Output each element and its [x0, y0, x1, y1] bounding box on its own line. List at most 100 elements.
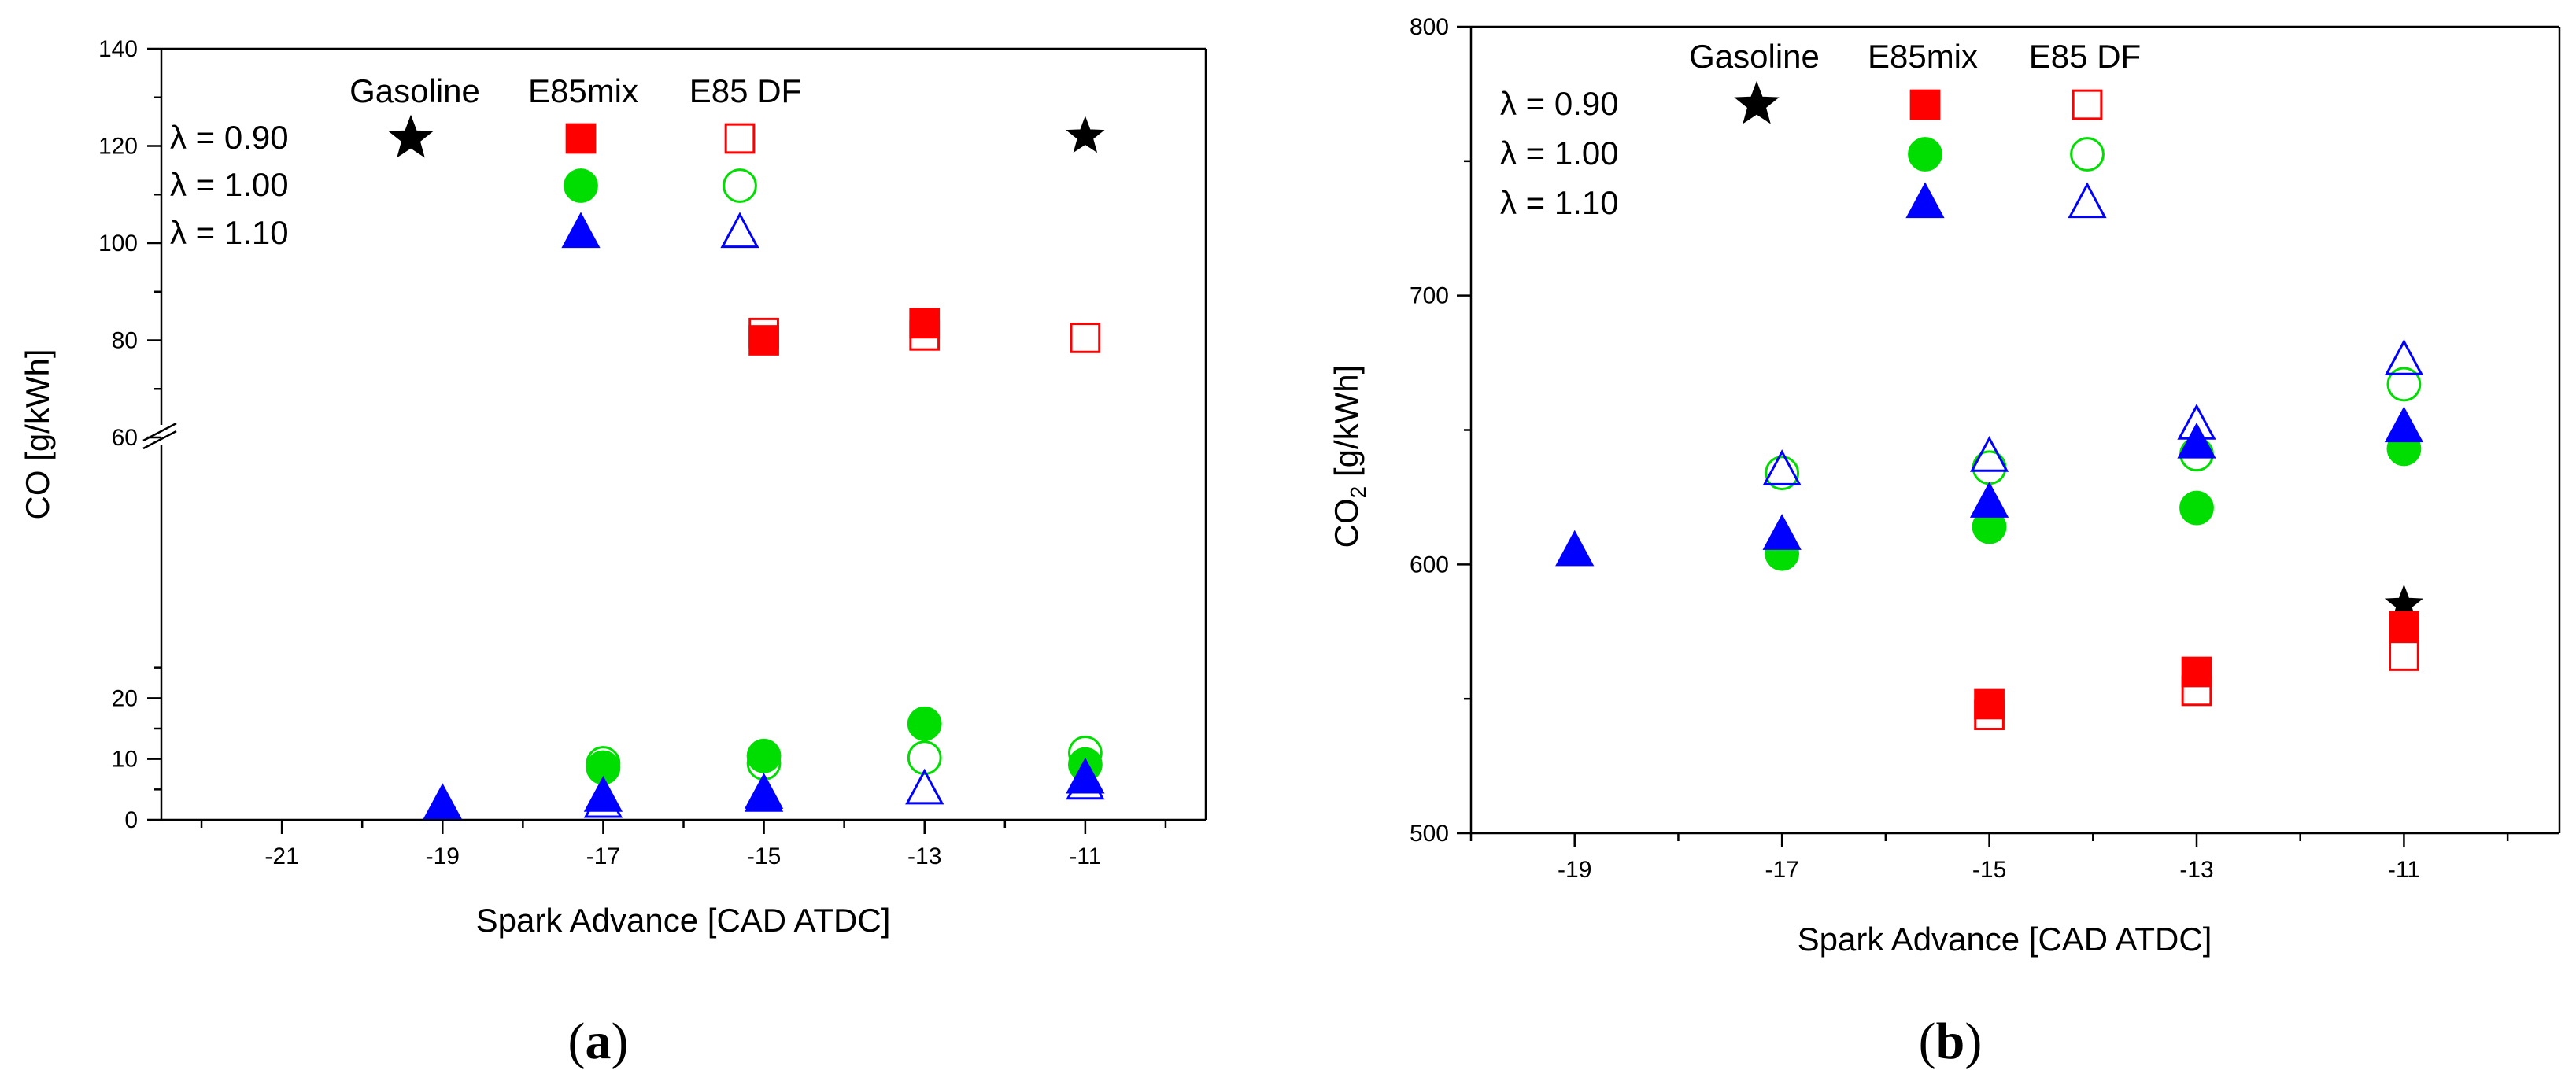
legend-marker-e85df-circle — [723, 168, 757, 203]
legend-marker-e85mix-circle — [564, 168, 598, 203]
legend-row-lambda-110: λ = 1.10 — [1500, 184, 1619, 221]
point-e85mix-lambda-0-90 — [2389, 611, 2419, 642]
legend-marker-e85mix-triangle — [561, 212, 601, 249]
legend-row-lambda-090: λ = 0.90 — [170, 119, 289, 156]
y-axis-label: CO2 [g/kWh] — [1328, 365, 1370, 548]
point-gasoline — [1066, 116, 1105, 153]
y-ticks: 0 10 20 60 80 100 120 140 — [98, 36, 161, 833]
x-ticks: -19 -17 -15 -13 -11 — [1469, 833, 2509, 883]
legend-marker-e85df-triangle — [2068, 182, 2107, 219]
x-tick-label: -19 — [426, 843, 460, 869]
point-e85mix-lambda-1-10 — [744, 775, 784, 812]
point-e85mix-lambda-1-10 — [1969, 482, 2009, 518]
legend-marker-e85mix-triangle — [1905, 182, 1945, 219]
x-tick-label: -17 — [586, 843, 620, 869]
y-tick-label: 500 — [1410, 821, 1449, 847]
x-tick-label: -19 — [1558, 857, 1591, 883]
y-tick-label: 600 — [1410, 552, 1449, 578]
legend-col-e85mix: E85mix — [528, 72, 638, 109]
legend: Gasoline E85mix E85 DF λ = 0.90 λ = 1.00… — [170, 72, 801, 251]
x-tick-label: -17 — [1765, 857, 1798, 883]
x-axis-label: Spark Advance [CAD ATDC] — [476, 902, 891, 939]
point-e85mix-lambda-1-00 — [746, 738, 782, 773]
y-tick-label: 80 — [112, 328, 138, 354]
point-e85mix-lambda-1-00 — [2179, 490, 2214, 526]
axis-break-marks — [142, 422, 181, 450]
y-axis-label: CO [g/kWh] — [19, 349, 56, 519]
point-e85-df-lambda-0-90 — [1974, 699, 2005, 731]
x-tick-label: -11 — [1069, 843, 1101, 869]
legend-marker-e85df-square — [2072, 89, 2103, 120]
chart-panel-b: 500 600 700 800 -19 -17 -15 -13 -11 Spark Advan… — [1328, 14, 2561, 1070]
legend-row-lambda-100: λ = 1.00 — [1500, 135, 1619, 172]
point-e85mix-lambda-0-90 — [748, 325, 779, 356]
point-e85-df-lambda-1-10 — [1066, 763, 1105, 800]
y-ticks: 500 600 700 800 — [1410, 14, 1471, 847]
y-tick-label: 0 — [124, 807, 138, 833]
point-e85-df-lambda-0-90 — [909, 319, 941, 351]
panel-label-b: (b) — [1919, 1013, 1983, 1070]
y-tick-label: 20 — [112, 685, 138, 711]
point-e85mix-lambda-1-00 — [907, 706, 942, 741]
legend-marker-e85mix-circle — [1908, 137, 1942, 172]
point-e85-df-lambda-0-90 — [1070, 323, 1101, 353]
x-tick-label: -13 — [2179, 857, 2213, 883]
point-e85-df-lambda-0-90 — [2389, 640, 2419, 671]
point-e85-df-lambda-1-00 — [1972, 450, 2007, 485]
y-tick-label: 140 — [98, 36, 138, 62]
point-e85-df-lambda-0-90 — [2181, 675, 2212, 707]
legend-col-gasoline: Gasoline — [349, 72, 480, 109]
y-tick-label: 10 — [112, 747, 138, 773]
x-tick-label: -15 — [1972, 857, 2006, 883]
x-tick-label: -21 — [264, 843, 298, 869]
legend-col-e85df: E85 DF — [689, 72, 801, 109]
legend-row-lambda-100: λ = 1.00 — [170, 166, 289, 203]
x-tick-label: -13 — [907, 843, 941, 869]
point-e85-df-lambda-0-90 — [748, 317, 779, 349]
y-tick-label: 120 — [98, 134, 138, 160]
legend-col-e85df: E85 DF — [2029, 38, 2141, 75]
legend-marker-e85df-triangle — [720, 212, 759, 249]
y-tick-label: 800 — [1410, 14, 1449, 40]
legend: Gasoline E85mix E85 DF λ = 0.90 λ = 1.00… — [1500, 38, 2141, 221]
y-tick-label: 100 — [98, 231, 138, 257]
point-e85-df-lambda-1-00 — [2386, 367, 2422, 402]
point-e85-df-lambda-1-10 — [2177, 404, 2216, 440]
point-e85-df-lambda-1-10 — [1762, 449, 1802, 485]
x-tick-label: -15 — [747, 843, 781, 869]
legend-marker-e85df-circle — [2070, 137, 2105, 172]
point-e85mix-lambda-1-10 — [1555, 530, 1595, 567]
point-e85mix-lambda-1-10 — [423, 783, 462, 819]
legend-col-e85mix: E85mix — [1868, 38, 1978, 75]
legend-marker-gasoline — [388, 114, 434, 158]
panel-label-a: (a) — [568, 1013, 629, 1070]
point-e85-df-lambda-1-10 — [583, 781, 623, 818]
point-e85-df-lambda-1-10 — [744, 773, 784, 809]
point-e85-df-lambda-1-00 — [1765, 456, 1800, 491]
point-e85mix-lambda-1-10 — [1762, 514, 1802, 550]
legend-marker-e85df-square — [724, 123, 756, 154]
y-tick-label: 700 — [1410, 283, 1449, 309]
x-axis-label: Spark Advance [CAD ATDC] — [1798, 921, 2212, 958]
legend-row-lambda-110: λ = 1.10 — [170, 214, 289, 251]
point-e85mix-lambda-0-90 — [1974, 688, 2005, 720]
legend-row-lambda-090: λ = 0.90 — [1500, 85, 1619, 122]
point-e85mix-lambda-0-90 — [909, 308, 941, 339]
y-tick-label: 60 — [112, 425, 138, 451]
legend-marker-e85mix-square — [565, 123, 597, 154]
legend-marker-gasoline — [1734, 80, 1780, 124]
data-points — [1555, 339, 2424, 731]
x-ticks: -21 -19 -17 -15 -13 -11 — [200, 820, 1167, 869]
point-e85-df-lambda-1-10 — [1969, 436, 2009, 472]
point-e85-df-lambda-1-10 — [2384, 339, 2424, 375]
chart-panel-a: 0 10 20 60 80 100 120 140 -21 -19 -17 -15 -13 -11 Sp… — [19, 36, 1207, 1070]
point-e85mix-lambda-1-10 — [2177, 422, 2216, 459]
point-e85-df-lambda-1-00 — [907, 740, 942, 776]
point-e85mix-lambda-1-10 — [2384, 406, 2424, 443]
x-tick-label: -11 — [2388, 857, 2420, 883]
point-e85mix-lambda-0-90 — [2181, 656, 2212, 688]
legend-marker-e85mix-square — [1909, 89, 1941, 120]
data-points — [423, 116, 1105, 819]
legend-col-gasoline: Gasoline — [1689, 38, 1820, 75]
